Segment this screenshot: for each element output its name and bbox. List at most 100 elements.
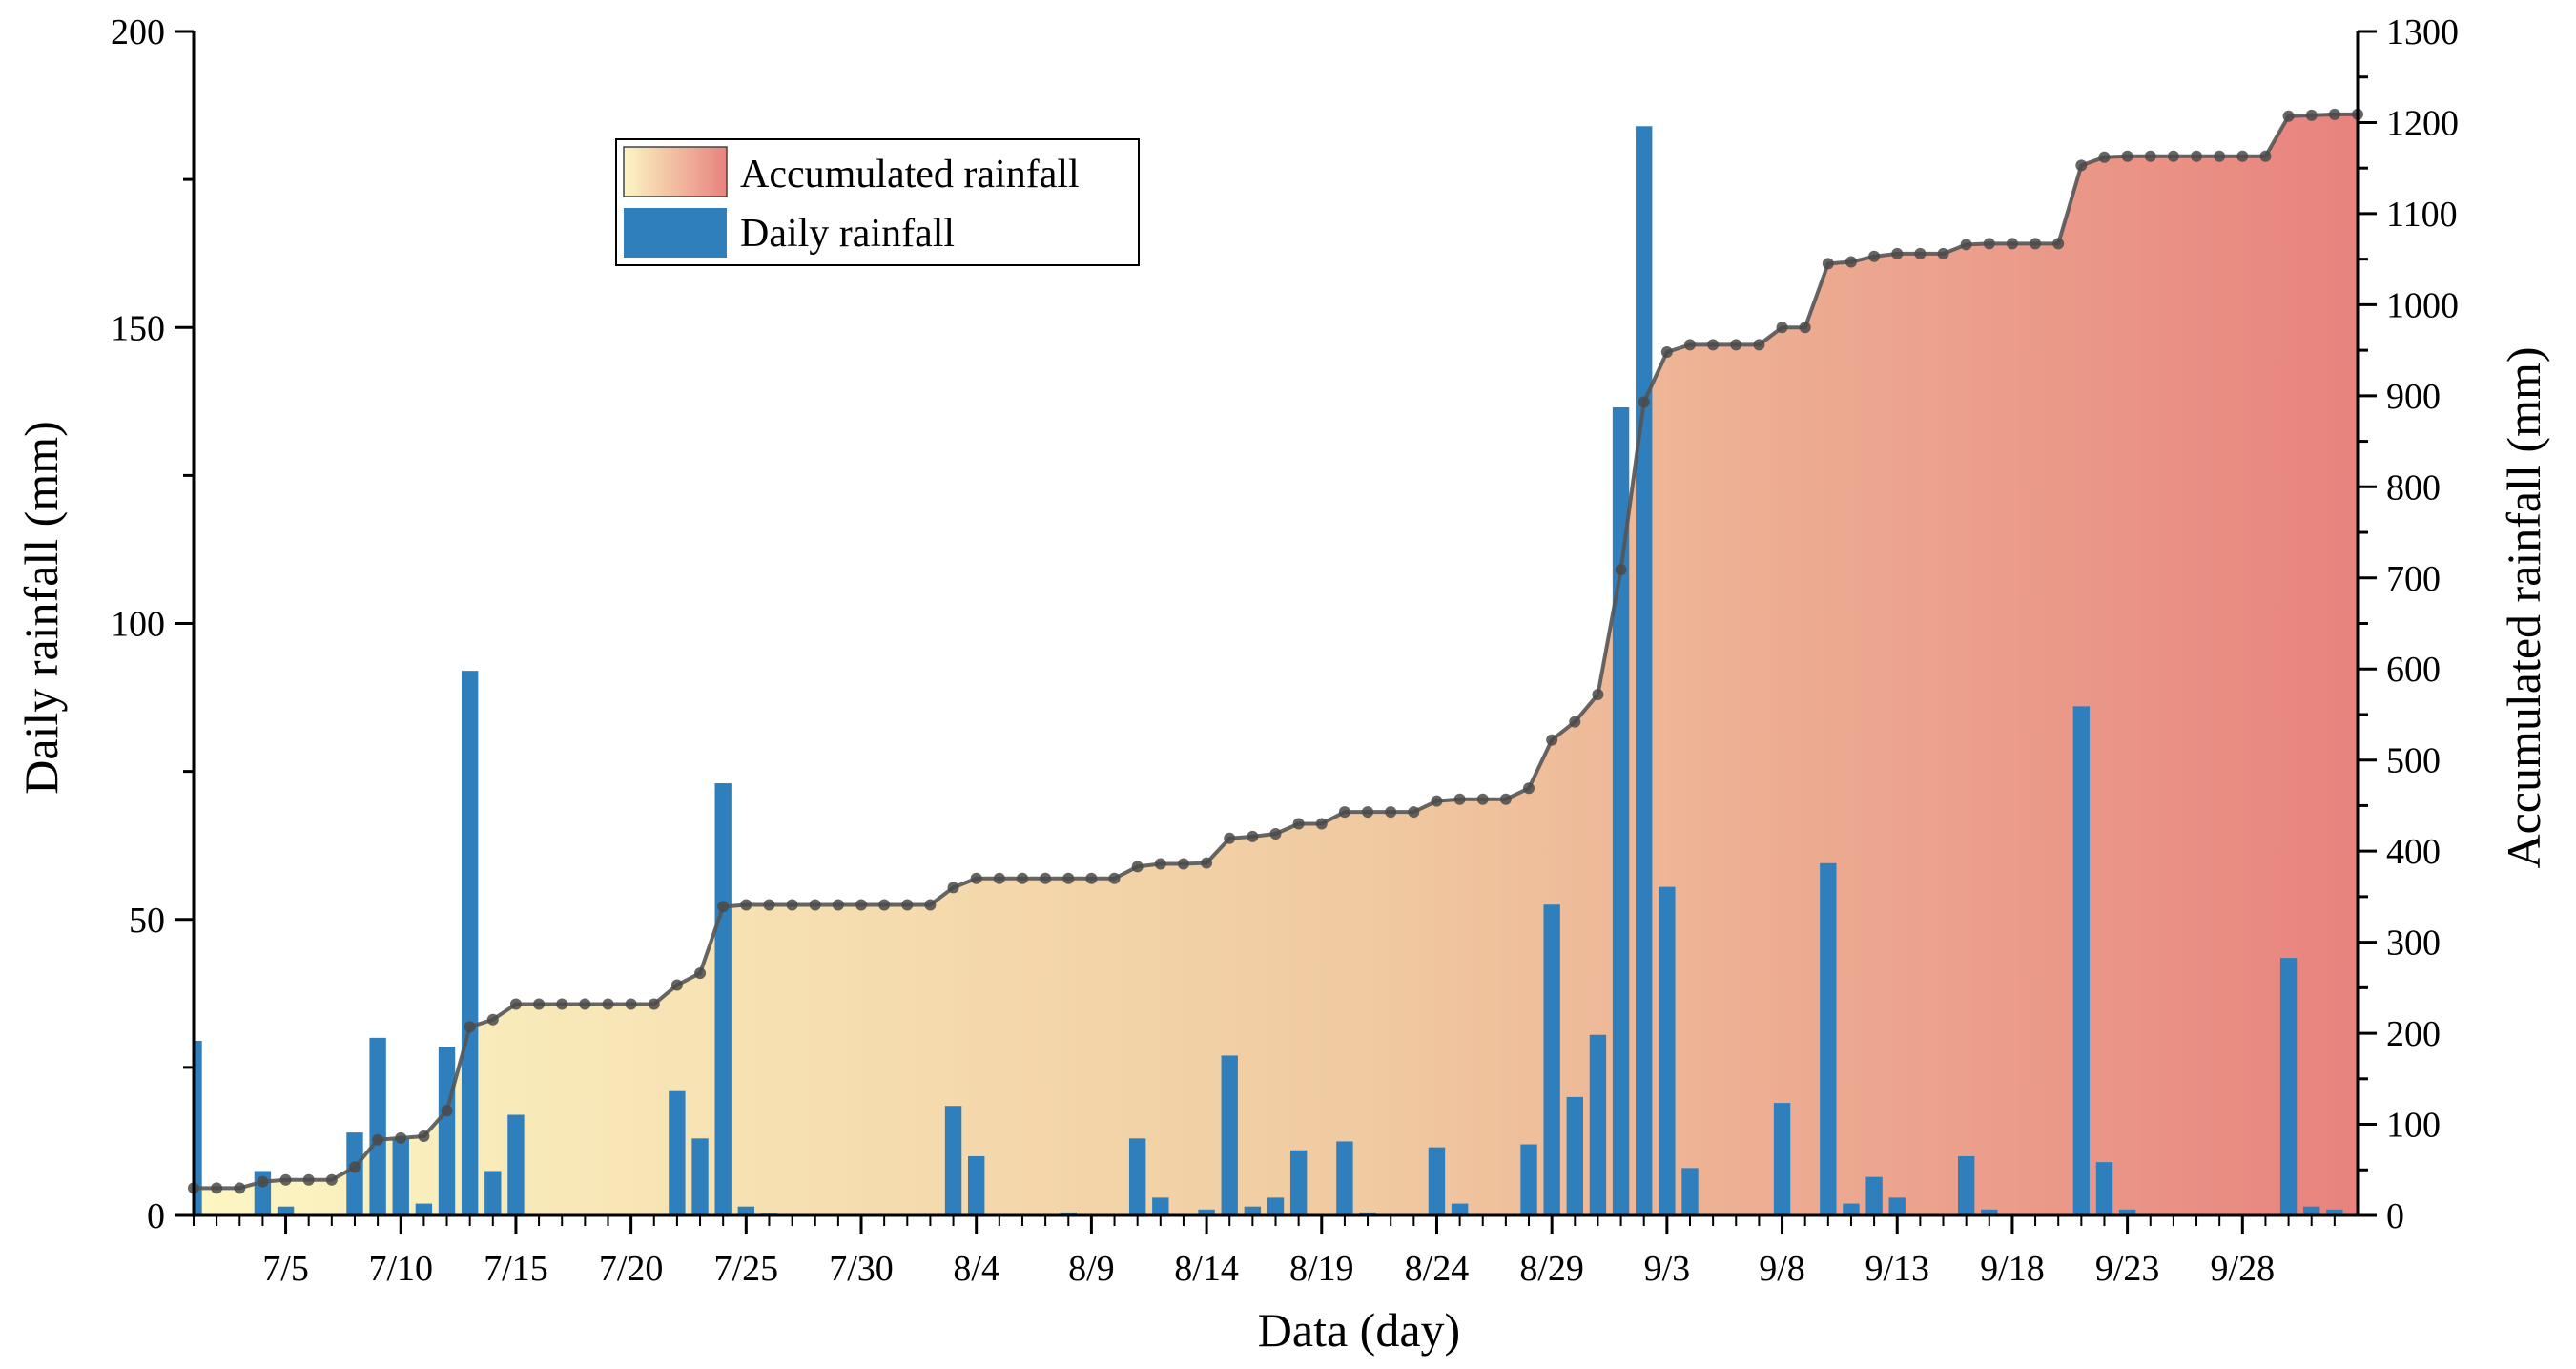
accumulated-point	[1177, 858, 1189, 870]
accumulated-point	[625, 998, 637, 1010]
accumulated-point	[2191, 150, 2203, 162]
accumulated-point	[694, 967, 707, 980]
daily-rainfall-bar	[1520, 1144, 1537, 1215]
accumulated-point	[2214, 150, 2226, 162]
y-right-tick-label: 1200	[2386, 103, 2459, 143]
daily-rainfall-bar	[507, 1114, 525, 1215]
accumulated-point	[878, 899, 891, 911]
daily-rainfall-bar	[1957, 1155, 1975, 1215]
x-tick-label: 7/25	[714, 1249, 779, 1289]
accumulated-point	[1269, 828, 1282, 840]
daily-rainfall-bar	[1289, 1150, 1308, 1215]
accumulated-point	[670, 979, 683, 991]
daily-rainfall-bar	[1359, 1212, 1376, 1215]
accumulated-point	[279, 1173, 292, 1186]
accumulated-point	[993, 872, 1005, 884]
daily-rainfall-bar	[944, 1106, 962, 1215]
accumulated-point	[1683, 339, 1696, 351]
y-left-tick-label: 50	[129, 901, 165, 941]
accumulated-point	[1108, 872, 1121, 884]
accumulated-point	[395, 1131, 407, 1144]
accumulated-point	[372, 1133, 384, 1146]
x-tick-label: 9/8	[1759, 1249, 1805, 1289]
x-tick-label: 7/5	[262, 1249, 309, 1289]
daily-rainfall-bar	[1566, 1096, 1583, 1215]
accumulated-point	[924, 899, 937, 911]
daily-rainfall-bar	[438, 1047, 456, 1215]
y-right-tick-label: 0	[2386, 1196, 2404, 1236]
accumulated-point	[1338, 806, 1350, 819]
x-tick-label: 9/23	[2095, 1249, 2160, 1289]
x-tick-label: 8/4	[953, 1249, 999, 1289]
daily-rainfall-bar	[2118, 1209, 2136, 1215]
accumulated-area	[194, 114, 2358, 1216]
accumulated-point	[1224, 832, 1236, 844]
daily-rainfall-bar	[415, 1203, 433, 1215]
accumulated-point	[1154, 858, 1166, 870]
accumulated-point	[1638, 396, 1650, 408]
x-tick-label: 8/19	[1289, 1249, 1354, 1289]
x-tick-label: 7/10	[368, 1249, 433, 1289]
accumulated-point	[2075, 159, 2088, 172]
y-right-tick-label: 400	[2386, 832, 2441, 872]
x-tick-label: 7/20	[599, 1249, 664, 1289]
daily-rainfall-bar	[1060, 1212, 1077, 1215]
accumulated-point	[2098, 151, 2111, 163]
daily-rainfall-bar	[1428, 1147, 1446, 1215]
daily-rainfall-bar	[1843, 1203, 1860, 1215]
y-right-tick-label: 1000	[2386, 285, 2459, 325]
accumulated-point	[1569, 716, 1581, 728]
y-left-tick-label: 100	[111, 605, 165, 645]
accumulated-point	[855, 899, 868, 911]
x-tick-label: 7/15	[484, 1249, 548, 1289]
accumulated-point	[533, 998, 546, 1010]
x-tick-label: 9/3	[1644, 1249, 1691, 1289]
accumulated-point	[486, 1013, 499, 1026]
legend-daily-swatch	[624, 208, 727, 258]
daily-rainfall-bar	[1681, 1168, 1699, 1215]
accumulated-point	[1431, 795, 1443, 807]
accumulated-point	[1523, 782, 1535, 795]
accumulated-point	[832, 899, 844, 911]
accumulated-point	[257, 1175, 269, 1188]
accumulated-point	[648, 998, 660, 1010]
accumulated-point	[1247, 830, 1259, 842]
accumulated-point	[1776, 322, 1788, 334]
y-left-tick-label: 150	[111, 308, 165, 348]
daily-rainfall-bar	[1773, 1103, 1791, 1215]
daily-rainfall-bar	[1221, 1055, 1238, 1215]
accumulated-point	[556, 998, 568, 1010]
accumulated-point	[325, 1173, 338, 1186]
accumulated-point	[2030, 238, 2042, 250]
accumulated-point	[1499, 793, 1512, 805]
x-tick-label: 7/30	[829, 1249, 894, 1289]
accumulated-point	[234, 1182, 246, 1194]
legend-accumulated-swatch	[623, 146, 728, 197]
x-tick-label: 8/9	[1068, 1249, 1115, 1289]
daily-rainfall-bar	[1865, 1176, 1883, 1215]
accumulated-point	[2052, 238, 2065, 250]
daily-rainfall-bar	[277, 1206, 295, 1215]
daily-rainfall-bar	[691, 1138, 709, 1215]
daily-rainfall-bar	[1152, 1197, 1169, 1215]
accumulated-point	[2167, 150, 2179, 162]
daily-rainfall-bar	[1612, 407, 1630, 1216]
y-left-tick-label: 200	[111, 12, 165, 52]
accumulated-point	[1891, 247, 1904, 259]
accumulated-point	[602, 998, 614, 1010]
accumulated-point	[2328, 108, 2340, 120]
accumulated-point	[740, 899, 752, 911]
y-right-tick-label: 300	[2386, 923, 2441, 964]
accumulated-point	[2144, 150, 2156, 162]
daily-rainfall-bar	[968, 1155, 985, 1215]
accumulated-point	[763, 899, 775, 911]
accumulated-point	[1914, 247, 1927, 259]
accumulated-point	[302, 1173, 315, 1186]
x-tick-label: 8/24	[1405, 1249, 1470, 1289]
accumulated-point	[1753, 339, 1765, 351]
accumulated-point	[1476, 793, 1489, 805]
accumulated-point	[1362, 806, 1374, 819]
accumulated-point	[947, 882, 959, 894]
daily-rainfall-bar	[2326, 1209, 2343, 1215]
accumulated-point	[1868, 250, 1881, 262]
